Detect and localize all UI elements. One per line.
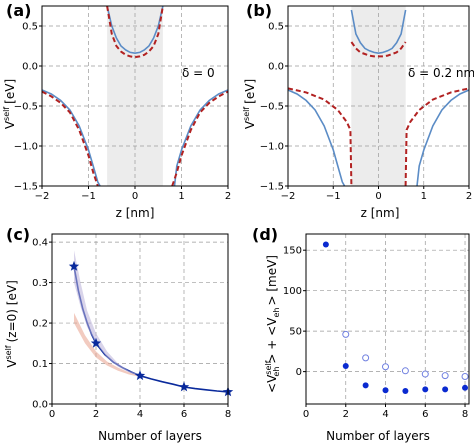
y-tick-label: 0.2: [32, 319, 48, 330]
star-marker: [178, 381, 190, 392]
x-axis-label-d: Number of layers: [326, 429, 430, 443]
series-0-right-line: [173, 89, 228, 186]
x-tick-label: 2: [225, 191, 231, 202]
y-tick-label: 0.0: [32, 400, 48, 411]
x-tick-label: −1: [81, 191, 96, 202]
data-point-open: [441, 372, 449, 380]
uncertainty-band-2: [74, 250, 140, 377]
shaded-region: [107, 6, 163, 186]
y-tick-label: 100: [283, 286, 302, 297]
series-0-inside-line: [350, 9, 407, 55]
data-point-filled: [382, 387, 389, 394]
y-tick-label: 50: [289, 327, 302, 338]
shaded-region: [351, 6, 406, 186]
panel-label-c: (c): [6, 225, 30, 244]
plot-area: [73, 250, 228, 393]
y-tick-label: −1.5: [260, 182, 284, 193]
data-point-open: [342, 330, 350, 338]
x-tick-label: 2: [466, 191, 472, 202]
series-1-left-line: [288, 87, 353, 186]
data-point-filled: [362, 382, 369, 389]
series-0-left-line: [288, 89, 346, 186]
panel-label-d: (d): [252, 225, 278, 244]
x-tick-label: 0: [132, 191, 138, 202]
y-tick-label: 150: [283, 246, 302, 257]
y-tick-label: 0.5: [22, 22, 38, 33]
y-tick-label: −1.5: [14, 182, 38, 193]
panel-label-b: (b): [246, 1, 272, 20]
series-1-right-line: [404, 87, 469, 186]
y-tick-label: 0.4: [32, 238, 48, 249]
star-marker: [134, 370, 146, 381]
plot-area: [42, 6, 228, 186]
x-axis-label-c: Number of layers: [98, 429, 202, 443]
x-tick-label: 8: [462, 409, 468, 420]
x-tick-label: 0: [375, 191, 381, 202]
y-tick-label: −1.0: [14, 142, 38, 153]
y-tick-label: 0: [296, 367, 302, 378]
series-0-inside-line: [106, 6, 164, 55]
data-point-open: [421, 370, 429, 378]
x-tick-label: 4: [382, 409, 388, 420]
panel-b: −2 −1 0 1 2 0.5 0.0 −0.5 −1.0 −1.5 (b) δ = 0.2 nm…: [242, 1, 474, 220]
plot-area: [288, 9, 469, 186]
data-point-filled: [402, 388, 409, 395]
series-0-left-line: [42, 89, 101, 186]
data-point-open: [362, 354, 370, 362]
x-tick-label: −2: [35, 191, 50, 202]
data-point-open: [461, 372, 469, 380]
series-1-inside-line: [106, 6, 164, 59]
x-axis-label-a: z [nm]: [116, 206, 155, 220]
x-tick-label: −2: [281, 191, 296, 202]
x-tick-label: −1: [326, 191, 341, 202]
series-1-inside-line: [350, 41, 407, 58]
y-tick-label: 0.3: [32, 278, 48, 289]
y-axis-label-b: Vself[eV]: [242, 79, 257, 129]
data-point-filled: [422, 386, 429, 393]
fit-curve-line: [73, 266, 228, 393]
data-point-open: [401, 367, 409, 375]
data-point-filled: [342, 362, 349, 369]
y-tick-label: 0.0: [268, 62, 284, 73]
axes-frame: [305, 233, 470, 405]
data-point-filled: [322, 241, 329, 248]
data-point-filled: [442, 386, 449, 393]
x-tick-label: 0: [49, 409, 55, 420]
annotation-delta-a: δ = 0: [182, 66, 215, 80]
annotation-delta-b: δ = 0.2 nm: [408, 66, 474, 80]
y-tick-label: −1.0: [260, 142, 284, 153]
y-axis-label-a: Vself[eV]: [2, 79, 17, 129]
series-1-left-line: [42, 90, 99, 186]
x-tick-label: 2: [343, 409, 349, 420]
x-tick-label: 2: [93, 409, 99, 420]
data-point-open: [382, 363, 390, 371]
star-marker: [68, 260, 80, 271]
x-tick-label: 0: [303, 409, 309, 420]
data-point-filled: [462, 384, 469, 391]
y-tick-label: 0.1: [32, 359, 48, 370]
star-marker: [90, 337, 102, 348]
y-tick-label: −0.5: [260, 102, 284, 113]
uncertainty-band-1: [74, 312, 140, 377]
x-tick-label: 1: [421, 191, 427, 202]
x-tick-label: 6: [422, 409, 428, 420]
panel-a: −2 −1 0 1 2 0.5 0.0 −0.5 −1.0 −1.5 (a) δ = 0 z [n…: [2, 1, 231, 220]
panel-c: 0 2 4 6 8 0.4 0.3 0.2 0.1 0.0 (c) Number of layer…: [4, 225, 234, 443]
y-tick-label: 0.5: [268, 22, 284, 33]
x-axis-label-b: z [nm]: [361, 206, 400, 220]
x-tick-label: 1: [178, 191, 184, 202]
x-tick-label: 6: [181, 409, 187, 420]
panel-d: 0 2 4 6 8 150 100 50 0 (d) Number of layers <Vse…: [252, 225, 470, 443]
y-tick-label: 0.0: [22, 62, 38, 73]
y-axis-label-c: Vself(z=0) [eV]: [4, 280, 19, 367]
series-1-right-line: [171, 90, 228, 186]
panel-label-a: (a): [6, 1, 31, 20]
x-tick-label: 8: [225, 409, 231, 420]
y-tick-label: −0.5: [14, 102, 38, 113]
series-0-right-line: [416, 89, 469, 186]
x-tick-label: 4: [137, 409, 143, 420]
y-axis-label-d: <Vselfeh> + <Veh> [meV]: [264, 255, 281, 393]
